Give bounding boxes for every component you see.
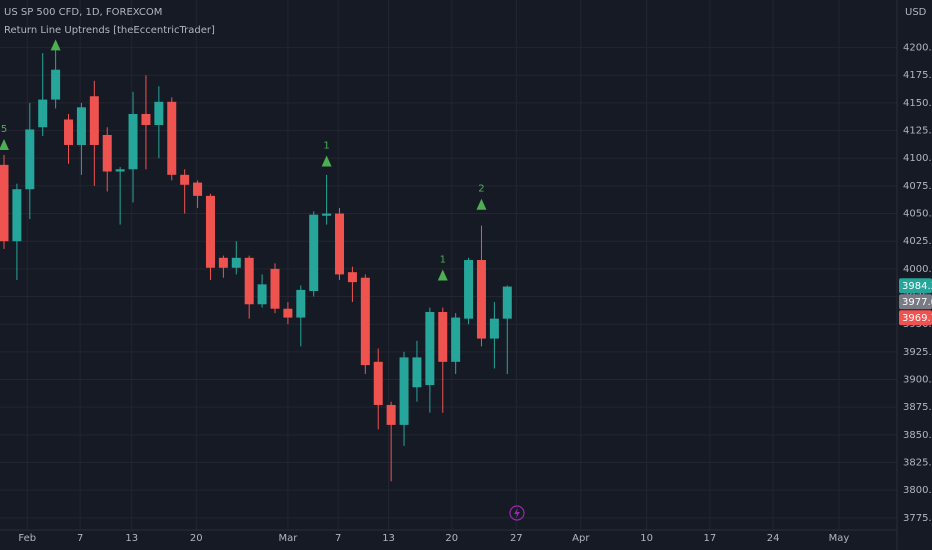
candle-body: [205, 195, 215, 268]
candle-body: [244, 257, 254, 305]
price-tag-label: 3977.0: [902, 297, 932, 308]
y-tick-label: 3925.0: [903, 347, 932, 358]
x-tick-label: 13: [382, 533, 395, 544]
candle-body: [464, 260, 474, 319]
y-tick-label: 3875.0: [903, 402, 932, 413]
candle-body: [102, 134, 112, 172]
candle-body: [296, 289, 306, 318]
candle-body: [412, 357, 422, 388]
x-tick-label: 7: [335, 533, 341, 544]
candle-body: [128, 113, 138, 170]
candle-body: [115, 169, 125, 172]
signal-marker: [476, 198, 487, 210]
signal-label: 5: [1, 124, 7, 135]
currency: USD: [905, 7, 927, 18]
chart-title: US SP 500 CFD, 1D, FOREXCOM: [4, 7, 162, 18]
candle-body: [438, 312, 448, 362]
price-tag-label: 3969.7: [902, 313, 932, 324]
candle-body: [218, 257, 228, 268]
candle-body: [502, 286, 512, 319]
y-tick-label: 4000.0: [903, 264, 932, 275]
candle-body: [76, 107, 86, 145]
x-tick-label: Feb: [18, 533, 36, 544]
candle-body: [283, 308, 293, 318]
candle-body: [51, 69, 61, 100]
candle-body: [64, 119, 74, 145]
candle-body: [89, 96, 99, 145]
candle-body: [476, 260, 486, 339]
x-tick-label: 10: [640, 533, 653, 544]
candle-body: [347, 272, 357, 283]
y-tick-label: 4150.0: [903, 98, 932, 109]
signal-marker: [437, 269, 448, 281]
signal-label: 1: [440, 255, 446, 266]
y-tick-label: 4100.0: [903, 153, 932, 164]
x-tick-label: Mar: [278, 533, 298, 544]
y-tick-label: 4050.0: [903, 209, 932, 220]
event-bolt[interactable]: [514, 508, 520, 518]
signal-marker: [0, 138, 10, 150]
y-tick-label: 3850.0: [903, 430, 932, 441]
signal-label: 1: [323, 141, 329, 152]
event-circle[interactable]: [509, 505, 525, 521]
plot-area: 5 1 1 2: [0, 39, 512, 482]
price-tag: [899, 310, 932, 326]
candle-body: [193, 182, 203, 196]
y-tick-label: 4075.0: [903, 181, 932, 192]
candle-body: [167, 101, 177, 175]
x-tick-label: 20: [445, 533, 458, 544]
candle-body: [38, 99, 48, 128]
y-tick-label: 3825.0: [903, 458, 932, 469]
event-icon[interactable]: [509, 505, 525, 521]
candle-body: [322, 213, 332, 216]
signal-label: 2: [478, 184, 484, 195]
y-tick-label: 3800.0: [903, 485, 932, 496]
y-tick-label: 4200.0: [903, 43, 932, 54]
indicator-name: Return Line Uptrends [theEccentricTrader…: [4, 25, 215, 36]
candle-body: [360, 277, 370, 366]
x-tick-label: Apr: [572, 533, 590, 544]
y-tick-label: 4025.0: [903, 236, 932, 247]
candle-body: [141, 113, 151, 126]
price-tag-label: 3984.3: [902, 281, 932, 292]
x-tick-label: 27: [510, 533, 523, 544]
candle-body: [231, 257, 241, 268]
signal-marker: [321, 155, 332, 167]
x-tick-label: 13: [125, 533, 138, 544]
candle-body: [451, 317, 461, 362]
candle-body: [386, 404, 396, 425]
grid: [0, 0, 897, 530]
x-tick-label: 7: [77, 533, 83, 544]
y-tick-label: 3775.0: [903, 513, 932, 524]
x-tick-label: 20: [190, 533, 203, 544]
y-tick-label: 3900.0: [903, 375, 932, 386]
candle-body: [257, 284, 267, 305]
price-tag: [899, 278, 932, 294]
candle-body: [335, 213, 345, 275]
candle-body: [270, 268, 280, 309]
candle-body: [12, 189, 22, 242]
y-tick-label: 4125.0: [903, 126, 932, 137]
x-tick-label: 17: [704, 533, 717, 544]
x-tick-label: 24: [767, 533, 780, 544]
candle-body: [154, 101, 164, 126]
candle-body: [399, 357, 409, 425]
candle-body: [373, 361, 383, 405]
y-tick-label: 4175.0: [903, 70, 932, 81]
candle-body: [309, 214, 319, 292]
candle-body: [425, 312, 435, 386]
candle-body: [489, 318, 499, 339]
candle-body: [25, 129, 35, 190]
candle-body: [0, 164, 9, 242]
signal-marker: [50, 39, 61, 51]
price-tag: [899, 294, 932, 310]
candle-body: [180, 174, 190, 185]
x-tick-label: May: [829, 533, 850, 544]
